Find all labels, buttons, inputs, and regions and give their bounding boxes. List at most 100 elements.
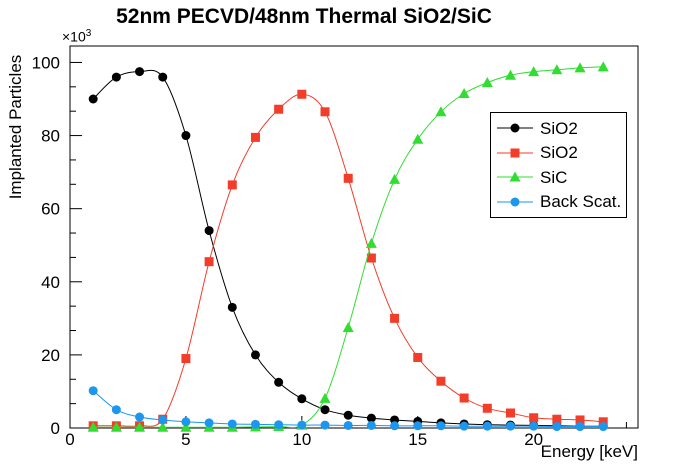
legend-item-0: SiO2: [491, 120, 626, 137]
y-tick-label: 20: [41, 346, 60, 365]
series-2-marker: [412, 133, 424, 144]
x-tick-label: 15: [408, 430, 427, 449]
series-3-marker: [529, 421, 539, 431]
series-1-marker: [459, 393, 469, 403]
chart-title: 52nm PECVD/48nm Thermal SiO2/SiC: [116, 5, 492, 28]
x-tick-label: 20: [524, 430, 543, 449]
legend-item-3: Back Scat.: [491, 193, 626, 210]
series-0-marker: [135, 67, 145, 77]
series-3-marker: [343, 420, 353, 430]
series-1-marker: [505, 408, 515, 418]
series-3-marker: [552, 422, 562, 432]
y-tick-label: 80: [41, 127, 60, 146]
y-tick-label: 40: [41, 273, 60, 292]
series-2-marker: [481, 77, 493, 88]
legend-label: SiC: [540, 167, 568, 187]
series-0-marker: [204, 226, 214, 236]
series-2-marker: [157, 421, 169, 432]
series-3-marker: [204, 418, 214, 428]
series-1-marker: [181, 354, 191, 364]
legend-item-1: SiO2: [491, 144, 626, 161]
series-3-marker: [181, 417, 191, 427]
series-1-marker: [204, 257, 214, 267]
series-3-marker: [575, 422, 585, 432]
x-tick-label: 10: [292, 430, 311, 449]
legend-marker-triangle-icon: [497, 171, 533, 182]
y-tick-label: 60: [41, 200, 60, 219]
legend-marker-square-icon: [497, 148, 533, 158]
series-1-marker: [552, 414, 562, 424]
series-2-marker: [110, 421, 122, 432]
series-0-marker: [250, 350, 260, 360]
series-1-marker: [320, 107, 330, 117]
series-1-marker: [575, 415, 585, 425]
series-3-marker: [482, 421, 492, 431]
y-axis-title: Implanted Particles: [6, 54, 25, 200]
series-2-marker: [435, 106, 447, 117]
series-2-marker: [389, 173, 401, 184]
y-axis-exponent-base: ×10: [62, 28, 86, 45]
series-3-marker: [88, 386, 98, 396]
legend: SiO2 SiO2 SiC Back Scat.: [490, 112, 627, 218]
series-1-marker: [436, 376, 446, 386]
series-3-marker: [505, 421, 515, 431]
x-tick-label: 0: [65, 430, 74, 449]
plot-frame: [69, 45, 639, 429]
series-3-marker: [366, 420, 376, 430]
series-2-marker: [458, 88, 470, 99]
series-3-marker: [390, 421, 400, 431]
series-2-marker: [342, 321, 354, 332]
series-0-marker: [297, 394, 307, 404]
x-tick-label: 5: [181, 430, 190, 449]
series-2-marker: [87, 421, 99, 432]
series-1-marker: [274, 104, 284, 114]
series-1-marker: [413, 352, 423, 362]
series-3-marker: [459, 421, 469, 431]
series-1-marker: [482, 403, 492, 413]
series-3-marker: [158, 415, 168, 425]
series-1-marker: [598, 417, 608, 427]
series-3-marker: [413, 421, 423, 431]
series-0-marker: [227, 302, 237, 312]
series-3-marker: [250, 419, 260, 429]
legend-label: SiO2: [540, 118, 578, 138]
series-0-marker: [88, 94, 98, 104]
series-2-marker: [319, 392, 331, 403]
series-1-marker: [297, 89, 307, 99]
series-0-marker: [320, 405, 330, 415]
series-0-marker: [111, 72, 121, 82]
legend-marker-1: [510, 148, 520, 158]
series-2-marker: [551, 64, 563, 75]
series-1-marker: [227, 180, 237, 190]
series-3-marker: [274, 420, 284, 430]
legend-marker-0: [510, 123, 520, 133]
series-0-marker: [343, 410, 353, 420]
legend-marker-2: [509, 171, 521, 182]
legend-label: Back Scat.: [540, 192, 622, 212]
legend-marker-3: [510, 197, 520, 207]
series-1-marker: [250, 132, 260, 142]
series-0-marker: [366, 413, 376, 423]
series-0-marker: [158, 72, 168, 82]
series-2-marker: [180, 421, 192, 432]
series-0-marker: [274, 377, 284, 387]
series-2-marker: [134, 421, 146, 432]
legend-marker-circle-icon: [497, 197, 533, 207]
series-1-marker: [529, 413, 539, 423]
series-3-marker: [436, 421, 446, 431]
series-3-marker: [320, 420, 330, 430]
series-2-marker: [504, 69, 516, 80]
series-3-marker: [227, 419, 237, 429]
series-2-marker: [365, 237, 377, 248]
series-3-marker: [297, 420, 307, 430]
series-2-marker: [528, 66, 540, 77]
series-3-marker: [598, 422, 608, 432]
series-1-marker: [366, 253, 376, 263]
series-1-marker: [390, 313, 400, 323]
y-tick-label: 0: [51, 419, 60, 438]
y-axis-exponent: ×103: [62, 28, 91, 45]
series-2-marker: [597, 61, 609, 72]
series-1-marker: [343, 173, 353, 183]
